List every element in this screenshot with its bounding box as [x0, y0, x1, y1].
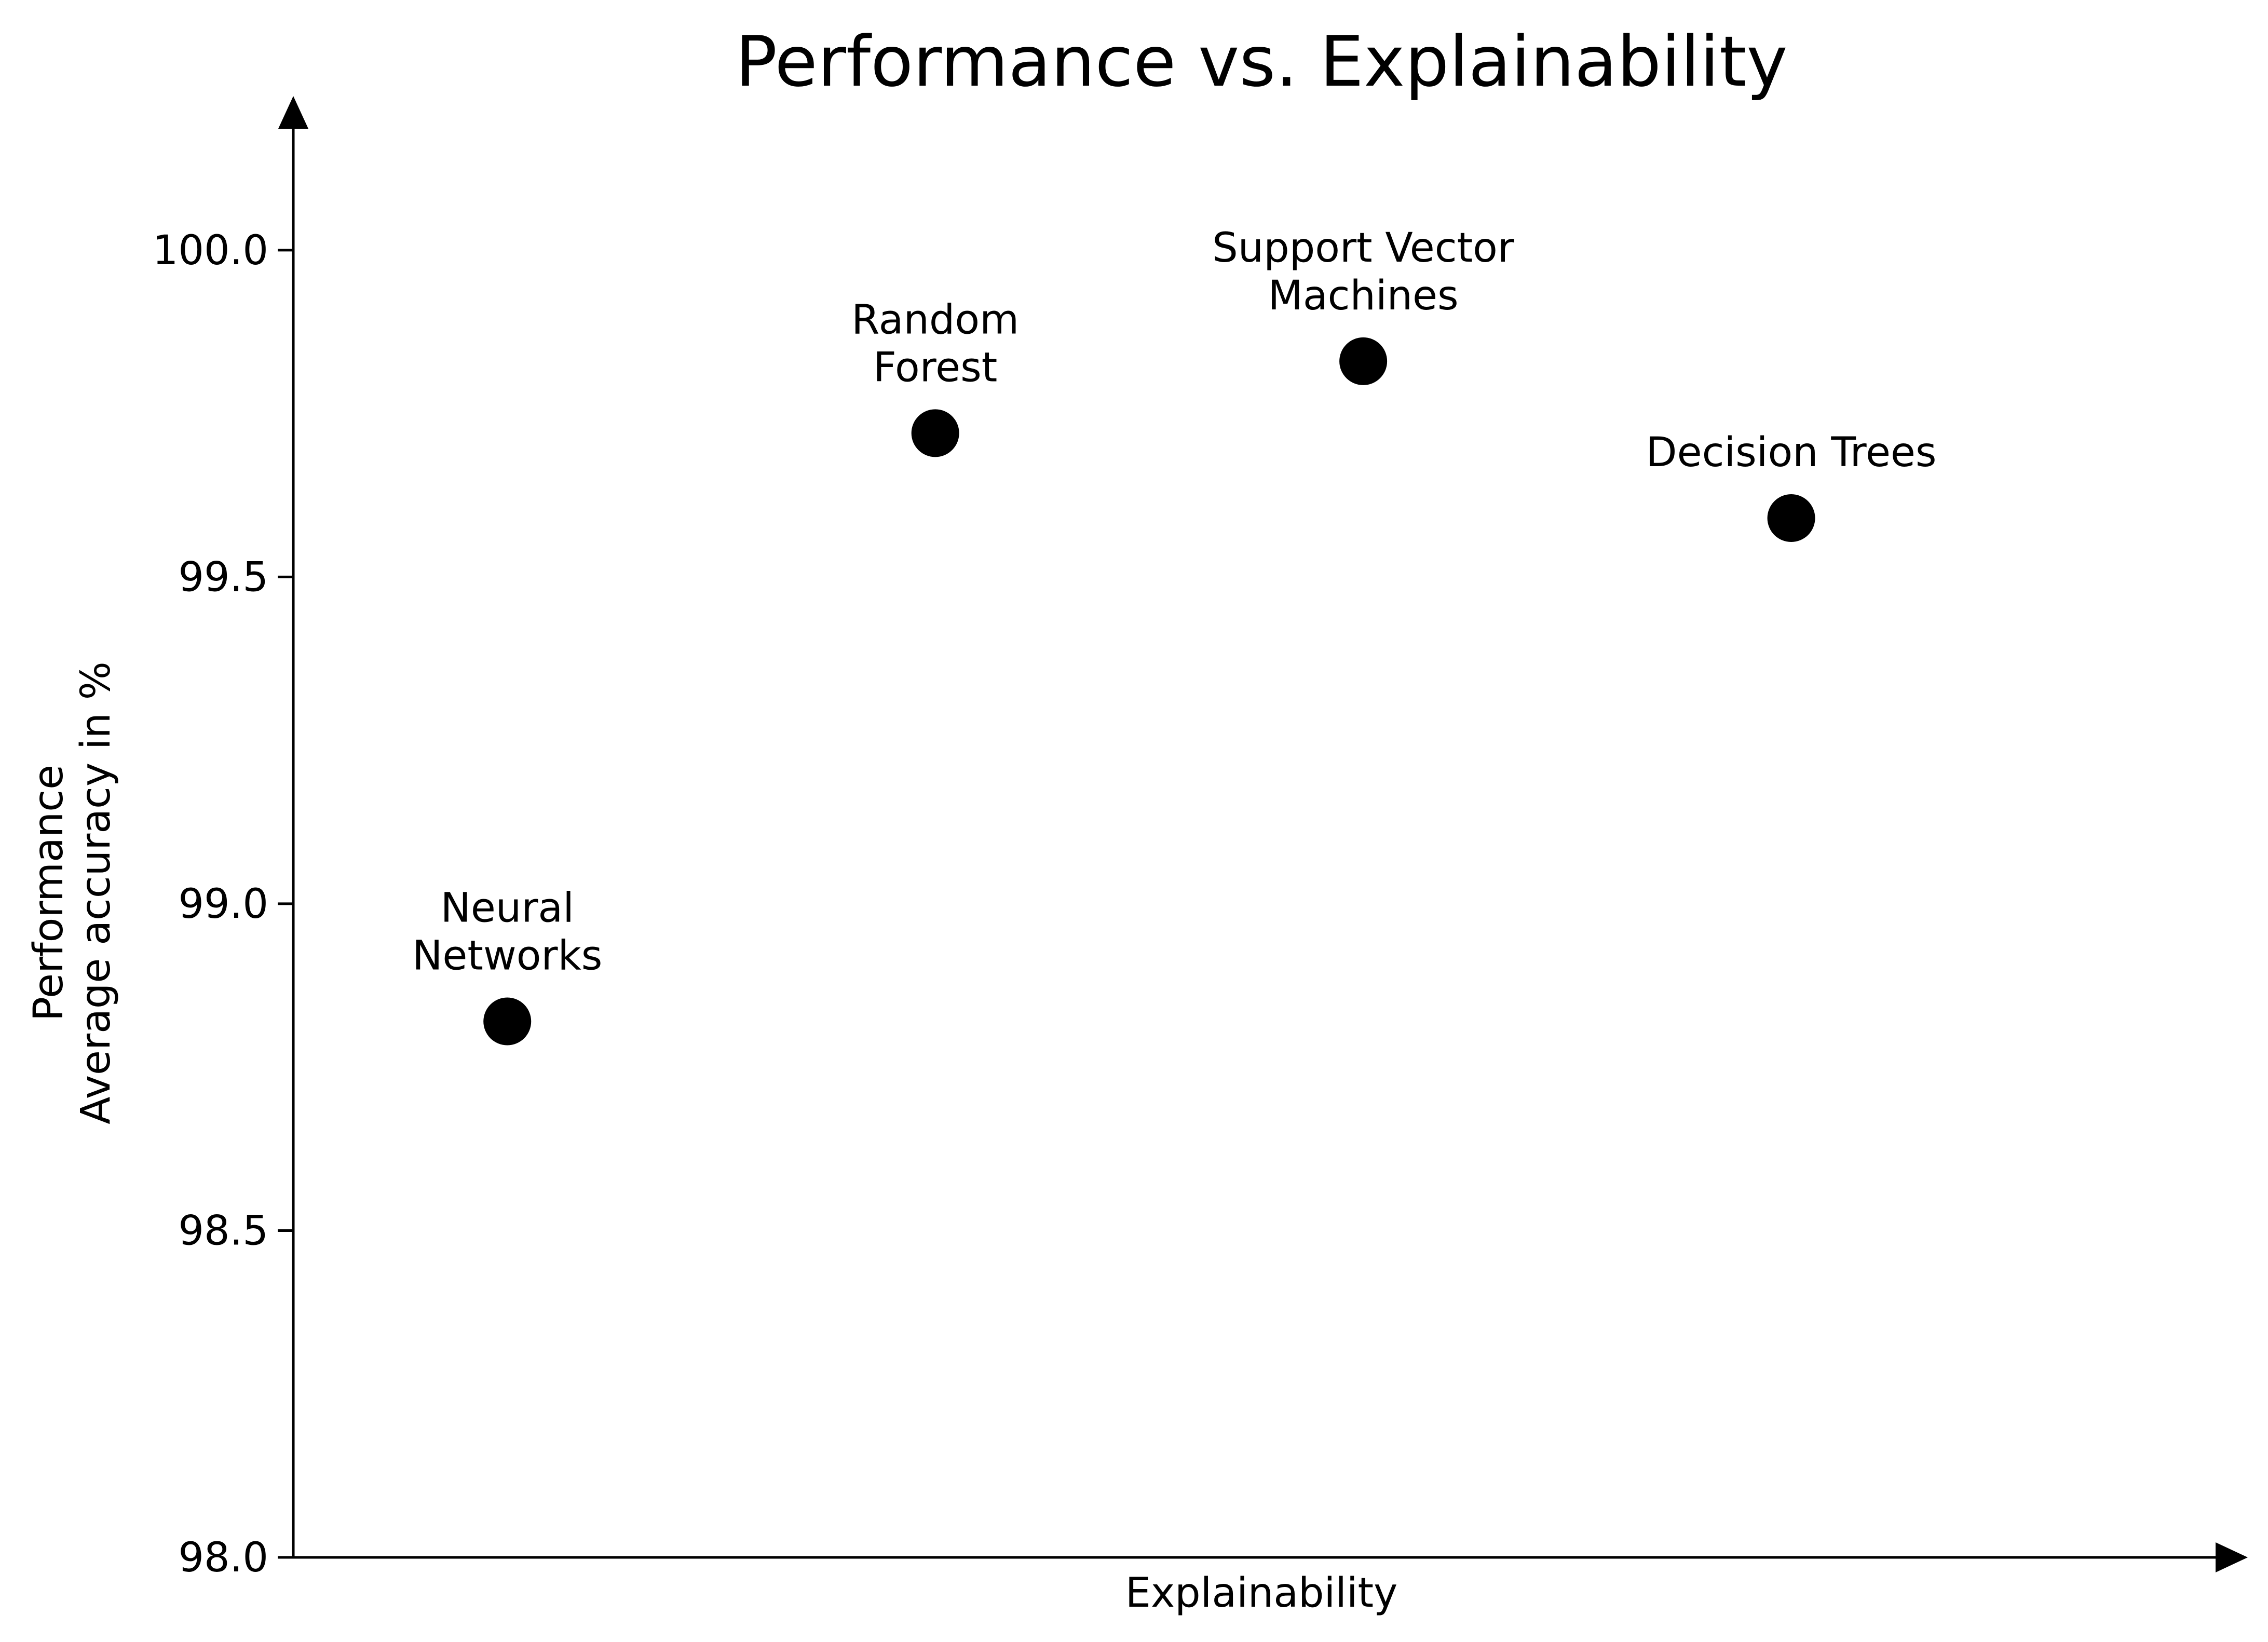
y-tick-label: 98.0 — [178, 1535, 268, 1581]
y-axis-label-line-1: Performance — [25, 765, 72, 1021]
scatter-point — [1767, 494, 1815, 542]
y-ticks: 98.0 98.5 99.0 99.5 100.0 — [153, 227, 293, 1581]
y-tick-label: 98.5 — [178, 1207, 268, 1254]
scatter-point — [483, 997, 532, 1046]
point-label: Neural — [441, 885, 574, 932]
y-tick-label: 99.0 — [178, 881, 268, 928]
y-tick-label: 99.5 — [178, 554, 268, 601]
scatter-points — [483, 337, 1815, 1046]
point-label: Support Vector — [1212, 225, 1515, 272]
y-axis-label-line-2: Average accuracy in % — [73, 661, 119, 1124]
x-axis-arrow — [2216, 1542, 2248, 1572]
x-axis-label: Explainability — [1125, 1570, 1398, 1617]
point-label: Networks — [412, 933, 602, 980]
point-label: Machines — [1268, 273, 1459, 319]
y-axis-label: Performance Average accuracy in % — [25, 661, 119, 1124]
point-label: Random — [851, 296, 1019, 343]
y-tick-label: 100.0 — [153, 227, 268, 274]
scatter-point — [911, 409, 959, 457]
point-label: Decision Trees — [1646, 429, 1937, 476]
scatter-point — [1339, 337, 1388, 385]
chart-title: Performance vs. Explainability — [735, 21, 1787, 102]
point-label: Forest — [873, 344, 997, 391]
y-axis-arrow — [278, 96, 308, 129]
